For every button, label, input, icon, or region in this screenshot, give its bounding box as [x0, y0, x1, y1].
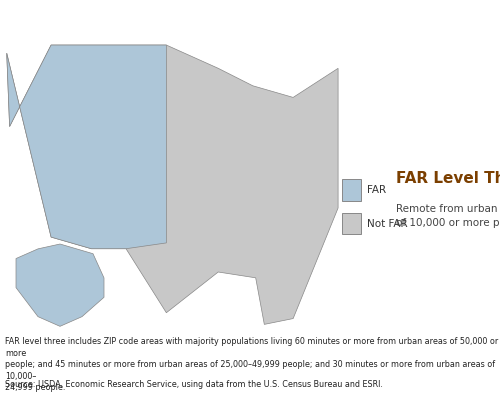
Polygon shape [6, 45, 166, 249]
FancyBboxPatch shape [342, 213, 361, 234]
Text: Source: USDA, Economic Research Service, using data from the U.S. Census Bureau : Source: USDA, Economic Research Service,… [5, 380, 383, 389]
Text: FAR: FAR [367, 185, 386, 195]
Polygon shape [6, 45, 338, 324]
Text: FAR level three includes ZIP code areas with majority populations living 60 minu: FAR level three includes ZIP code areas … [5, 337, 498, 392]
Polygon shape [16, 244, 104, 326]
Text: Not FAR: Not FAR [367, 219, 408, 228]
Text: FAR Level Three: FAR Level Three [396, 171, 500, 186]
Text: Frontier and Remote (FAR) ZIP Code areas, 2010: Frontier and Remote (FAR) ZIP Code areas… [6, 10, 369, 23]
FancyBboxPatch shape [342, 180, 361, 201]
Text: Remote from urban areas
of 10,000 or more people: Remote from urban areas of 10,000 or mor… [396, 204, 500, 228]
